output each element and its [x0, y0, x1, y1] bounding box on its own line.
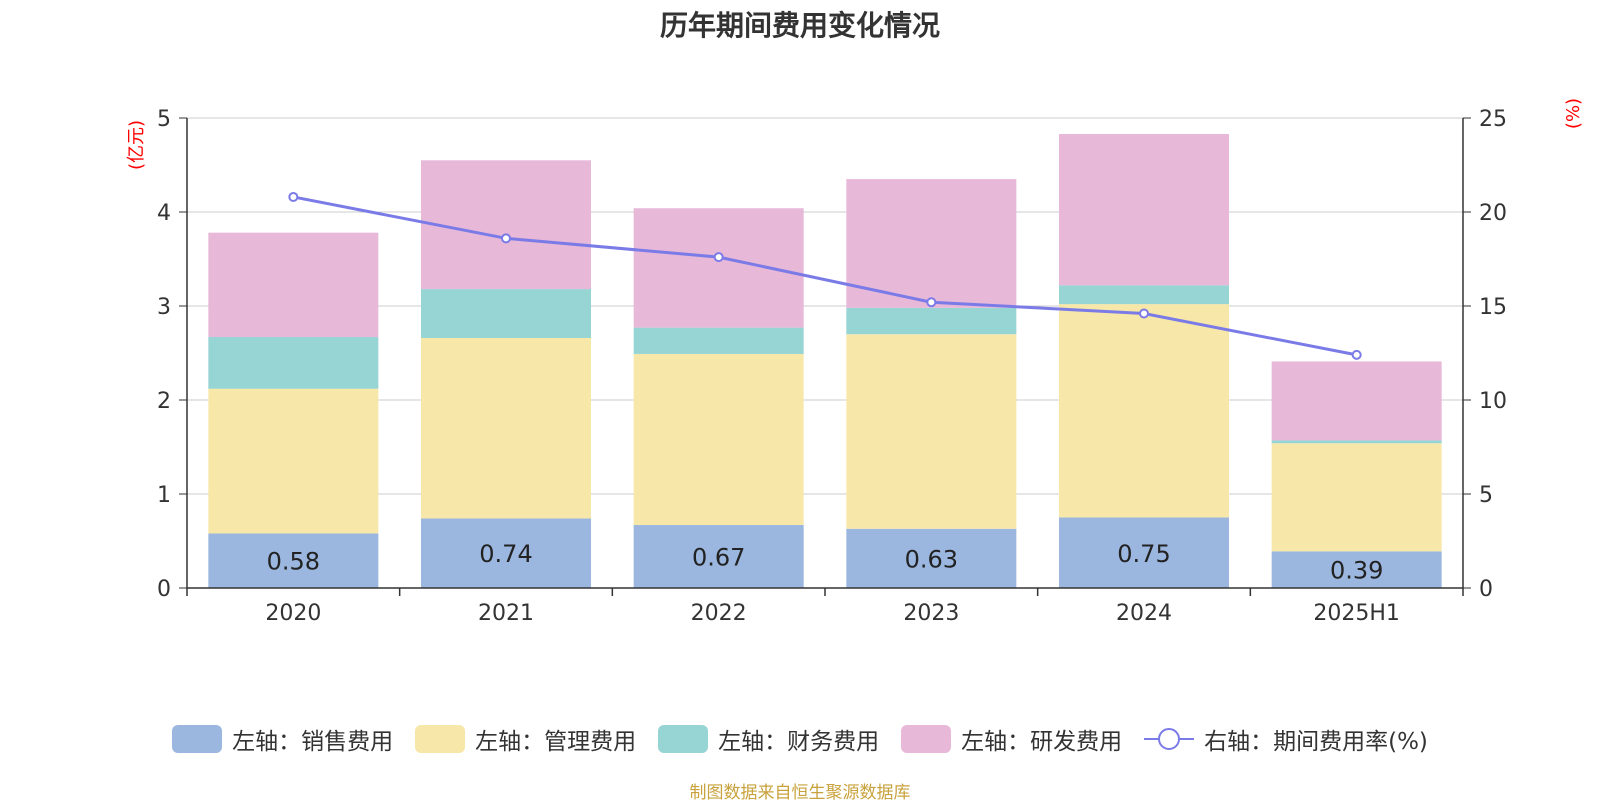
bar-value-label: 0.74 [479, 540, 532, 568]
bar-rd [208, 232, 379, 338]
legend-item-rate[interactable]: 右轴：期间费用率(%) [1144, 722, 1428, 756]
rate-point [1351, 349, 1362, 360]
left-axis-tick-label: 2 [157, 389, 171, 414]
left-axis-tick-label: 3 [157, 295, 171, 320]
bar-finance [1059, 285, 1229, 305]
legend-swatch-rate-icon [1144, 728, 1195, 750]
legend-item-finance[interactable]: 左轴：财务费用 [658, 722, 879, 756]
x-axis-tick-label: 2023 [903, 601, 959, 626]
rate-point [926, 297, 937, 308]
bar-rd [846, 179, 1017, 308]
bar-sales [208, 533, 379, 588]
source-note: 制图数据来自恒生聚源数据库 [689, 783, 911, 803]
rate-point [288, 191, 299, 202]
bar-admin [846, 334, 1017, 529]
legend-label-finance: 左轴：财务费用 [718, 729, 880, 755]
bar-finance [208, 337, 379, 389]
right-axis-tick-label: 10 [1479, 389, 1507, 414]
bar-rd [633, 208, 804, 328]
legend-label-rd: 左轴：研发费用 [961, 729, 1123, 755]
legend-swatch-admin [415, 725, 466, 753]
legend-swatch-sales [172, 725, 223, 753]
bar-value-label: 0.75 [1117, 540, 1170, 568]
bar-value-label: 0.58 [267, 548, 320, 576]
legend-item-rd[interactable]: 左轴：研发费用 [901, 722, 1122, 756]
bar-value-label: 0.67 [692, 544, 745, 572]
legend-label-sales: 左轴：销售费用 [232, 729, 394, 755]
bar-sales [421, 518, 591, 588]
x-axis-tick-label: 2020 [265, 601, 321, 626]
left-axis-tick-label: 4 [157, 201, 171, 226]
legend-swatch-rd [901, 725, 952, 753]
bar-finance [633, 327, 804, 354]
bar-value-label: 0.63 [905, 545, 958, 573]
bar-admin [421, 337, 591, 519]
rate-point [713, 252, 724, 263]
bar-sales [1059, 517, 1229, 588]
left-axis-unit: (亿元) [126, 119, 148, 171]
legend: 左轴：销售费用 左轴：管理费用 左轴：财务费用 左轴：研发费用 右轴：期间费用率… [0, 722, 1600, 756]
bar-admin [633, 353, 804, 526]
right-axis-tick-label: 5 [1479, 483, 1493, 508]
rate-point [1139, 308, 1149, 319]
bar-admin [208, 388, 379, 534]
x-axis-tick-label: 2025H1 [1313, 601, 1400, 626]
x-axis-tick-label: 2022 [691, 601, 747, 626]
bar-rd [1271, 361, 1442, 441]
x-axis-tick-label: 2024 [1116, 601, 1172, 626]
legend-item-admin[interactable]: 左轴：管理费用 [415, 722, 636, 756]
left-axis-tick-label: 1 [157, 483, 171, 508]
bar-sales [633, 525, 804, 588]
legend-item-sales[interactable]: 左轴：销售费用 [172, 722, 393, 756]
rate-line [293, 195, 1357, 357]
left-axis-tick-label: 5 [157, 107, 171, 132]
chart-area: 0 1 2 3 4 5 0 5 10 15 20 25 0.58 0.74 0.67 0.63 0.75 0.39… [157, 107, 1507, 626]
bar-sales [1271, 551, 1442, 588]
bar-value-label: 0.39 [1330, 557, 1383, 585]
legend-swatch-finance [658, 725, 709, 753]
bar-sales [846, 528, 1017, 588]
right-axis-tick-label: 0 [1479, 577, 1493, 602]
bar-rd [1059, 133, 1229, 286]
right-axis-unit: (%) [1563, 97, 1585, 130]
bar-admin [1271, 443, 1442, 552]
bar-finance [1271, 440, 1442, 444]
right-axis-tick-label: 25 [1479, 107, 1507, 132]
legend-label-admin: 左轴：管理费用 [475, 729, 637, 755]
rate-point [501, 233, 511, 244]
bar-finance [421, 289, 591, 338]
left-axis-tick-label: 0 [157, 577, 171, 602]
x-axis-tick-label: 2021 [478, 601, 534, 626]
legend-label-rate: 右轴：期间费用率(%) [1204, 729, 1428, 755]
bar-finance [846, 307, 1017, 335]
right-axis-tick-label: 20 [1479, 201, 1507, 226]
chart-title: 历年期间费用变化情况 [659, 9, 940, 42]
bar-admin [1059, 304, 1229, 518]
bar-rd [421, 160, 591, 290]
right-axis-tick-label: 15 [1479, 295, 1507, 320]
